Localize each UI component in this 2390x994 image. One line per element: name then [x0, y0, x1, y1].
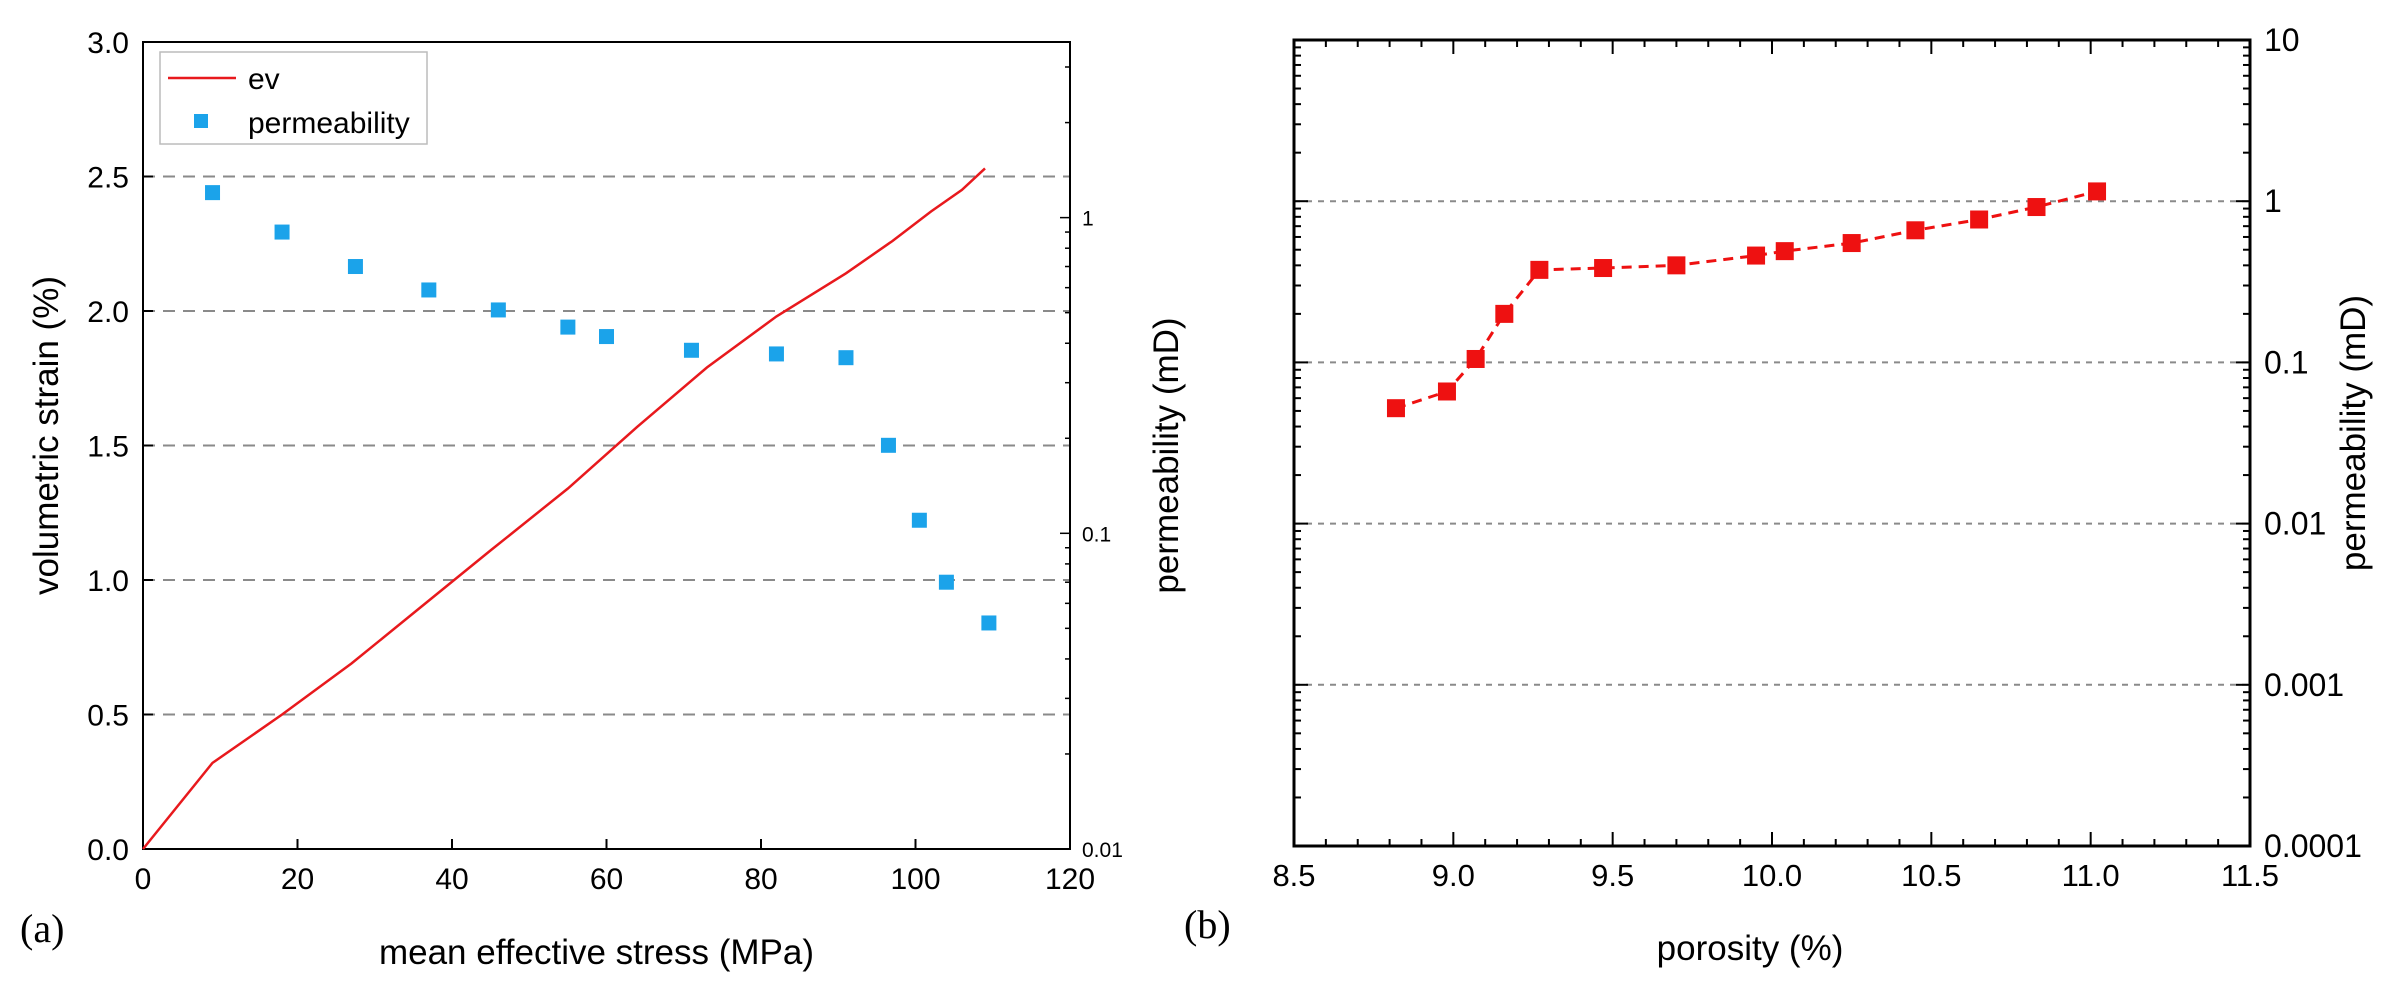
x-tick-label-b: 10.0: [1742, 858, 1802, 893]
data-point-porosity: [1530, 260, 1549, 279]
x-axis-title-b: porosity (%): [1657, 929, 1844, 968]
panel-a: 0 20 40 60 80 100 120 0.0 0.5 1.0 1.5 2.0 2.5 3.0 0.01…: [20, 27, 1186, 972]
data-point-permeability: [838, 350, 854, 366]
y2-tick-label-b: 0.1: [2264, 344, 2308, 380]
data-point-porosity: [1970, 210, 1989, 229]
x-tick-label-a: 100: [890, 863, 940, 896]
data-point-permeability: [880, 437, 896, 453]
y-tick-label-a: 2.0: [87, 296, 129, 329]
data-point-porosity: [2088, 182, 2107, 201]
y2-axis-title-b: permeability (mD): [2334, 295, 2373, 571]
x-tick-label-b: 9.0: [1432, 858, 1475, 893]
y2-tick-label-a: 0.1: [1082, 523, 1111, 546]
x-tick-label-b: 11.0: [2062, 858, 2120, 893]
y-tick-label-a: 0.5: [87, 700, 129, 733]
data-point-porosity: [1386, 399, 1405, 418]
x-tick-label-a: 80: [744, 863, 777, 896]
data-point-permeability: [490, 302, 506, 318]
plot-frame-b: [1292, 38, 2252, 848]
data-point-porosity: [1775, 242, 1794, 261]
series-line-ev: [142, 167, 986, 850]
series-line-porosity: [1395, 189, 2098, 410]
y-tick-label-a: 1.5: [87, 431, 129, 464]
data-point-porosity: [1906, 221, 1925, 240]
y2-tick-label-b: 10: [2264, 22, 2300, 58]
panel-label-a: (a): [20, 906, 64, 951]
data-point-permeability: [560, 319, 576, 335]
data-point-permeability: [421, 282, 437, 298]
legend-box-a: [159, 51, 428, 145]
data-point-permeability: [911, 512, 927, 528]
x-tick-label-b: 10.5: [1901, 858, 1961, 893]
data-point-porosity: [2027, 198, 2046, 217]
x-tick-label-a: 40: [435, 863, 468, 896]
data-point-porosity: [1466, 349, 1485, 368]
y2-tick-label-b: 0.0001: [2264, 828, 2362, 864]
legend-label-ev: ev: [248, 63, 280, 96]
data-point-porosity: [1842, 234, 1861, 253]
data-point-porosity: [1594, 259, 1613, 278]
x-axis-title-a: mean effective stress (MPa): [379, 933, 814, 972]
x-tick-label-a: 120: [1045, 863, 1095, 896]
data-point-permeability: [347, 259, 363, 275]
legend-label-permeability: permeability: [248, 107, 410, 140]
data-point-permeability: [683, 342, 699, 358]
legend-swatch-permeability: [194, 114, 208, 128]
x-tick-label-a: 20: [281, 863, 314, 896]
data-point-porosity: [1437, 382, 1456, 401]
panel-b: 8.5 9.0 9.5 10.0 10.5 11.0 11.50.0001 0.001 0.01…: [1184, 22, 2373, 968]
data-point-porosity: [1747, 246, 1766, 265]
data-point-porosity: [1495, 304, 1514, 323]
x-tick-label-b: 11.5: [2221, 858, 2279, 893]
y-tick-label-a: 2.5: [87, 162, 129, 195]
data-point-permeability: [274, 224, 290, 240]
data-point-permeability: [599, 329, 614, 345]
data-point-permeability: [981, 615, 997, 631]
x-tick-label-a: 0: [135, 863, 152, 896]
data-point-permeability: [938, 574, 954, 590]
x-tick-label-a: 60: [590, 863, 623, 896]
y-axis-title-a: volumetric strain (%): [27, 276, 66, 595]
y2-tick-label-b: 0.001: [2264, 667, 2344, 703]
data-point-permeability: [205, 185, 221, 201]
y-tick-label-a: 3.0: [87, 27, 129, 60]
y2-tick-label-b: 1: [2264, 183, 2282, 219]
x-tick-label-b: 9.5: [1591, 858, 1634, 893]
y2-tick-label-a: 0.01: [1082, 839, 1123, 862]
y2-axis-title-a: permeability (mD): [1147, 317, 1186, 593]
data-point-porosity: [1667, 256, 1686, 275]
y-tick-label-a: 0.0: [87, 834, 129, 867]
legend-a: ev permeability: [159, 51, 428, 145]
x-tick-label-b: 8.5: [1272, 858, 1315, 893]
y-tick-label-a: 1.0: [87, 565, 129, 598]
panel-label-b: (b): [1184, 902, 1231, 947]
data-point-permeability: [768, 346, 784, 362]
y2-tick-label-a: 1: [1082, 208, 1094, 231]
y2-tick-label-b: 0.01: [2264, 506, 2326, 542]
